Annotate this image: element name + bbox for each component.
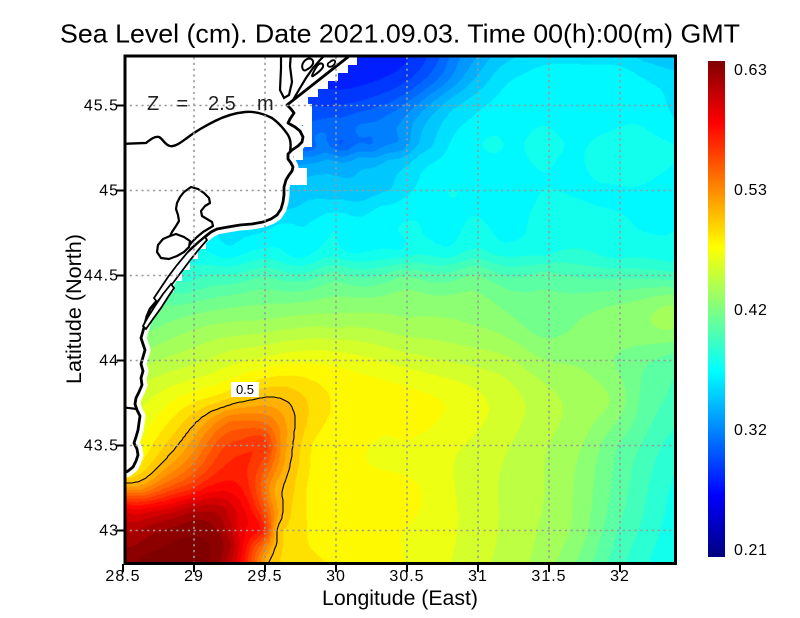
- svg-text:0.5: 0.5: [236, 382, 254, 397]
- svg-text:Latitude (North): Latitude (North): [63, 234, 86, 384]
- svg-text:31: 31: [468, 568, 488, 585]
- svg-text:43: 43: [99, 523, 119, 540]
- svg-text:29: 29: [184, 568, 204, 585]
- svg-text:30: 30: [326, 568, 346, 585]
- svg-text:44: 44: [99, 353, 119, 370]
- svg-text:32: 32: [610, 568, 630, 585]
- svg-text:Z=2.5m: Z = 2.5 m: [147, 93, 274, 115]
- svg-text:30.5: 30.5: [389, 568, 424, 585]
- svg-text:28.5: 28.5: [105, 568, 140, 585]
- svg-text:44.5: 44.5: [84, 268, 119, 285]
- svg-text:Longitude (East): Longitude (East): [322, 586, 478, 610]
- svg-text:45.5: 45.5: [84, 98, 119, 115]
- svg-text:0.32: 0.32: [734, 422, 768, 439]
- svg-text:0.53: 0.53: [734, 182, 768, 199]
- svg-text:45: 45: [99, 183, 119, 200]
- svg-text:0.63: 0.63: [734, 62, 768, 79]
- svg-text:Sea Level (cm). Date 2021.09.0: Sea Level (cm). Date 2021.09.03. Time 00…: [60, 19, 740, 49]
- svg-text:0.42: 0.42: [734, 302, 768, 319]
- svg-text:29.5: 29.5: [247, 568, 282, 585]
- svg-text:31.5: 31.5: [531, 568, 566, 585]
- svg-text:0.21: 0.21: [734, 542, 768, 559]
- svg-text:43.5: 43.5: [84, 438, 119, 455]
